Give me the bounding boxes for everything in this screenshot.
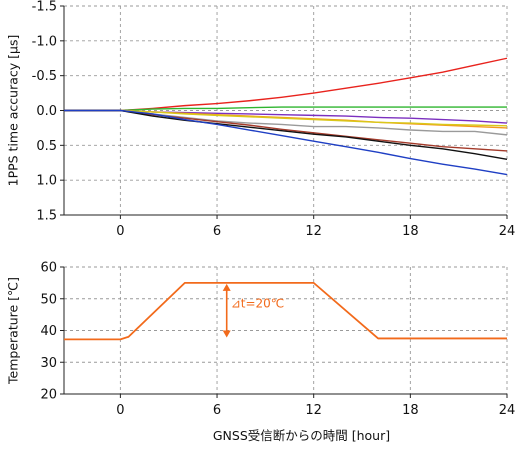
annotation-arrowhead-down xyxy=(222,330,231,338)
y-tick-label: 20 xyxy=(40,388,57,403)
series-line-8 xyxy=(64,109,508,160)
y-tick-label: -1.5 xyxy=(32,0,57,15)
y-tick-label: 30 xyxy=(40,356,57,371)
x-tick-label: 24 xyxy=(499,224,516,239)
x-tick-label: 18 xyxy=(402,224,419,239)
annotation-arrowhead-up xyxy=(222,283,231,291)
x-tick-label: 0 xyxy=(116,224,124,239)
y-tick-label: 40 xyxy=(40,324,57,339)
x-tick-label: 0 xyxy=(116,403,124,418)
y-axis-label: 1PPS time accuracy [μs] xyxy=(6,35,21,187)
series-line-2 xyxy=(64,106,507,112)
x-tick-label: 18 xyxy=(402,403,419,418)
x-tick-label: 12 xyxy=(305,403,322,418)
time-accuracy-chart: -1.5 -1.0 -0.5 0.0 0.5 1.0 1.5 0 6 12 18 24 1PPS tim… xyxy=(6,0,516,239)
series-line-1 xyxy=(64,281,507,341)
series-line-9 xyxy=(64,109,508,176)
x-tick-label: 6 xyxy=(213,224,221,239)
x-axis-label: GNSS受信断からの時間 [hour] xyxy=(213,428,390,443)
y-tick-label: 0.5 xyxy=(36,139,57,154)
x-tick-label: 6 xyxy=(213,403,221,418)
series-line-1 xyxy=(64,57,508,112)
y-tick-label: 50 xyxy=(40,292,57,307)
x-tick-label: 24 xyxy=(499,403,516,418)
y-tick-label: 0.0 xyxy=(36,104,57,119)
x-tick-label: 12 xyxy=(305,224,322,239)
y-tick-label: 1.0 xyxy=(36,174,57,189)
series-line-5 xyxy=(64,109,508,127)
y-tick-label: -0.5 xyxy=(32,69,57,84)
annotation-label: ⊿t=20℃ xyxy=(231,297,285,311)
y-tick-label: 1.5 xyxy=(36,209,57,224)
y-axis-label: Temperature [℃] xyxy=(6,277,21,385)
temperature-chart: 20 30 40 50 60 0 6 12 18 24 Temperature [℃] GNSS受信断… xyxy=(6,261,516,444)
y-tick-label: -1.0 xyxy=(32,34,57,49)
y-tick-label: 60 xyxy=(40,261,57,276)
